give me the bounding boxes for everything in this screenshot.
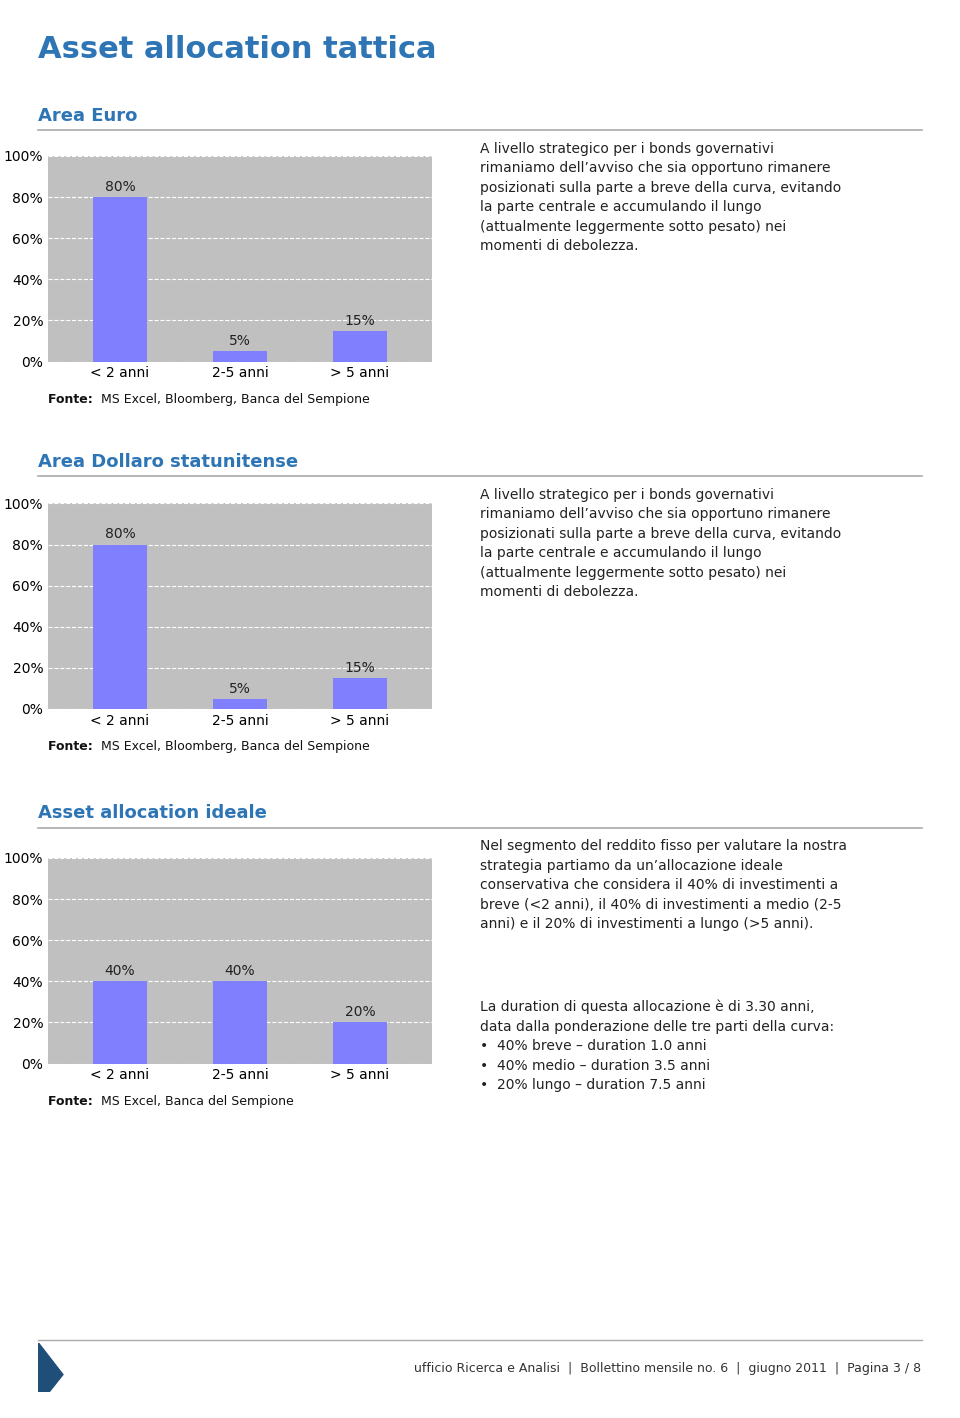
Bar [213, 981, 267, 1064]
Bar [333, 1022, 387, 1064]
Text: A livello strategico per i bonds governativi
rimaniamo dell’avviso che sia oppor: A livello strategico per i bonds governa… [480, 488, 841, 600]
Text: 40%: 40% [105, 964, 135, 978]
Text: Fonte:: Fonte: [48, 393, 97, 406]
Text: Nel segmento del reddito fisso per valutare la nostra
strategia partiamo da un’a: Nel segmento del reddito fisso per valut… [480, 839, 847, 932]
Text: 5%: 5% [229, 682, 251, 696]
Text: MS Excel, Bloomberg, Banca del Sempione: MS Excel, Bloomberg, Banca del Sempione [101, 740, 370, 753]
Text: 15%: 15% [345, 313, 375, 328]
Text: Area Dollaro statunitense: Area Dollaro statunitense [38, 452, 299, 471]
Text: Fonte:: Fonte: [48, 1095, 97, 1107]
Bar [333, 330, 387, 362]
Polygon shape [50, 1358, 77, 1392]
Bar [93, 981, 147, 1064]
Bar [213, 352, 267, 362]
Text: Asset allocation ideale: Asset allocation ideale [38, 804, 267, 822]
Polygon shape [38, 1343, 77, 1392]
Text: 15%: 15% [345, 661, 375, 675]
Bar [213, 699, 267, 709]
Text: MS Excel, Bloomberg, Banca del Sempione: MS Excel, Bloomberg, Banca del Sempione [101, 393, 370, 406]
Text: 5%: 5% [229, 335, 251, 349]
Text: Asset allocation tattica: Asset allocation tattica [38, 35, 437, 64]
Bar [93, 197, 147, 362]
Text: 80%: 80% [105, 527, 135, 542]
Text: 80%: 80% [105, 180, 135, 194]
Text: Fonte:: Fonte: [48, 740, 97, 753]
Text: ufficio Ricerca e Analisi  |  Bollettino mensile no. 6  |  giugno 2011  |  Pagin: ufficio Ricerca e Analisi | Bollettino m… [415, 1361, 922, 1375]
Text: 20%: 20% [345, 1005, 375, 1020]
Text: MS Excel, Banca del Sempione: MS Excel, Banca del Sempione [101, 1095, 294, 1107]
Text: A livello strategico per i bonds governativi
rimaniamo dell’avviso che sia oppor: A livello strategico per i bonds governa… [480, 142, 841, 254]
Text: 40%: 40% [225, 964, 255, 978]
Bar [333, 678, 387, 709]
Bar [93, 545, 147, 709]
Text: La duration di questa allocazione è di 3.30 anni,
data dalla ponderazione delle : La duration di questa allocazione è di 3… [480, 1000, 834, 1092]
Text: Area Euro: Area Euro [38, 106, 138, 125]
